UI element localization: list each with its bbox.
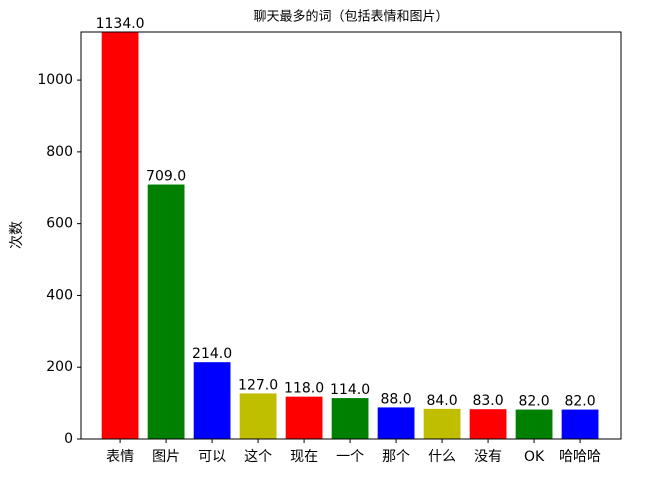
bar <box>147 184 185 439</box>
x-tick-label: 现在 <box>290 449 318 465</box>
bar <box>515 409 553 439</box>
x-tick-label: 可以 <box>198 449 226 465</box>
x-tick-label: 哈哈哈 <box>559 449 601 465</box>
value-label: 214.0 <box>192 346 232 362</box>
value-label: 127.0 <box>238 377 278 393</box>
x-tick-label: 图片 <box>152 449 180 465</box>
value-label: 83.0 <box>472 393 503 409</box>
bar <box>331 398 369 439</box>
value-label: 82.0 <box>518 394 549 410</box>
y-tick-label: 200 <box>46 359 73 375</box>
bar <box>561 409 599 439</box>
value-label: 709.0 <box>146 169 186 185</box>
y-tick-label: 0 <box>64 431 73 447</box>
y-tick-label: 400 <box>46 287 73 303</box>
value-label: 88.0 <box>380 391 411 407</box>
bar <box>193 362 231 439</box>
value-label: 1134.0 <box>96 16 145 32</box>
x-tick-label: 什么 <box>428 449 456 465</box>
y-tick-label: 800 <box>46 144 73 160</box>
x-tick-label: 表情 <box>106 449 134 465</box>
x-tick-label: 那个 <box>382 449 410 465</box>
chart-title: 聊天最多的词（包括表情和图片） <box>253 9 448 25</box>
bar <box>101 32 139 439</box>
plot-frame <box>80 31 622 440</box>
bar <box>285 396 323 439</box>
value-label: 82.0 <box>564 394 595 410</box>
y-tick-label: 1000 <box>37 72 73 88</box>
bar <box>239 393 277 439</box>
x-tick-label: 这个 <box>244 448 272 465</box>
bar <box>377 407 415 439</box>
value-label: 118.0 <box>284 381 324 397</box>
x-tick-label: OK <box>524 449 545 465</box>
bar <box>469 409 507 439</box>
x-tick-label: 一个 <box>336 449 364 465</box>
value-label: 114.0 <box>330 382 370 398</box>
y-axis-label: 次数 <box>9 221 25 249</box>
x-tick-label: 没有 <box>474 449 502 465</box>
value-label: 84.0 <box>426 393 457 409</box>
bar <box>423 408 461 439</box>
y-tick-label: 600 <box>46 216 73 232</box>
